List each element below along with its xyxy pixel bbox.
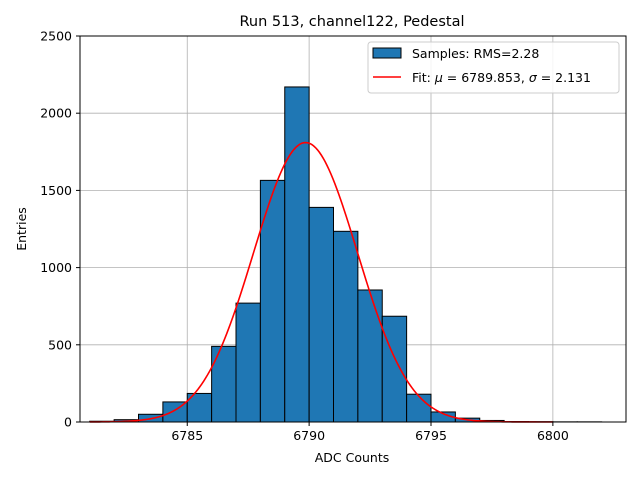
histogram-bar xyxy=(333,230,359,423)
histogram-bar xyxy=(211,345,237,423)
x-tick-label: 6795 xyxy=(415,428,447,443)
x-tick-label: 6790 xyxy=(293,428,325,443)
y-axis-ticks: 0 500 1000 1500 2000 2500 xyxy=(40,29,80,430)
chart-title: Run 513, channel122, Pedestal xyxy=(239,14,464,30)
legend-fit-prefix: Fit: xyxy=(412,70,435,85)
histogram-bar xyxy=(357,289,383,423)
legend: Samples: RMS=2.28 Fit: μ = 6789.853, σ =… xyxy=(367,41,620,94)
histogram-bar xyxy=(406,393,432,423)
histogram-bar xyxy=(235,302,261,423)
legend-label-samples: Samples: RMS=2.28 xyxy=(412,46,539,61)
histogram-bars xyxy=(89,86,603,423)
y-tick-label: 1500 xyxy=(40,183,72,198)
y-tick-label: 2500 xyxy=(40,29,72,44)
fit-curve-group xyxy=(89,141,553,423)
y-tick-label: 2000 xyxy=(40,106,72,121)
y-tick-label: 0 xyxy=(64,415,72,430)
y-tick-label: 1000 xyxy=(40,260,72,275)
x-axis-label: ADC Counts xyxy=(315,450,390,465)
plot-frame xyxy=(79,35,627,423)
histogram-bar xyxy=(259,179,286,423)
y-tick-label: 500 xyxy=(48,337,72,352)
legend-mu-value: = 6789.853, xyxy=(443,70,529,85)
histogram-bar xyxy=(381,315,408,423)
x-tick-label: 6785 xyxy=(171,428,203,443)
x-tick-label: 6800 xyxy=(537,428,569,443)
y-axis-label: Entries xyxy=(14,207,29,251)
legend-frame xyxy=(367,41,620,94)
x-axis-ticks: 6785 6790 6795 6800 xyxy=(171,422,569,443)
histogram-bar xyxy=(284,86,310,423)
legend-sigma-symbol: σ xyxy=(529,70,538,85)
gaussian-fit-curve xyxy=(89,141,553,423)
legend-sigma-value: = 2.131 xyxy=(537,70,591,85)
legend-label-fit: Fit: μ = 6789.853, σ = 2.131 xyxy=(412,70,591,85)
histogram-bar xyxy=(308,206,334,423)
legend-swatch-samples xyxy=(372,47,402,59)
legend-mu-symbol: μ xyxy=(434,70,443,85)
